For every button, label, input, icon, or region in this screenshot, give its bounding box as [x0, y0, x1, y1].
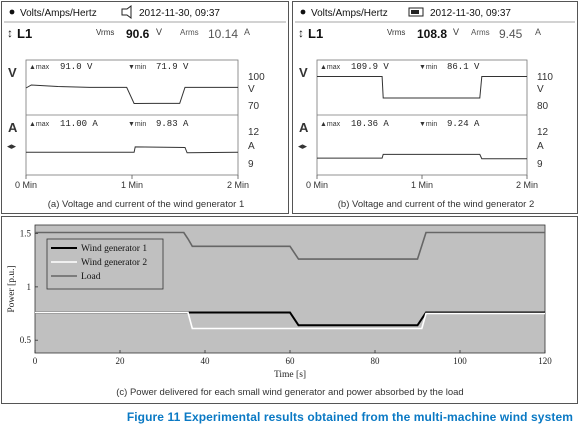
time-tick-label: 2 Min	[516, 180, 538, 190]
vrms-value: 108.8	[417, 27, 447, 41]
channel-label: L1	[17, 26, 32, 41]
meter-datetime: 2012-11-30, 09:37	[430, 8, 511, 19]
figure-title: Figure 11 Experimental results obtained …	[126, 410, 573, 424]
leftright-icon: ◂▸	[7, 141, 17, 151]
voltage-axis-label: V	[299, 65, 308, 80]
time-tick-label: 1 Min	[411, 180, 433, 190]
time-tick-label: 0 Min	[306, 180, 328, 190]
min-icon: ▼min	[419, 64, 437, 71]
meter-mode: Volts/Amps/Hertz	[311, 8, 388, 19]
a-min-value: 9.24 A	[447, 119, 480, 129]
x-tick-label: 40	[201, 356, 211, 366]
power-chart: 0 20 40 60 80 100 120 0.5 1 1.5 Time [s] Power [p.u…	[7, 224, 552, 398]
plot-frame	[25, 59, 239, 176]
current-scale-label: 9	[248, 159, 254, 170]
arms-label: Arms	[471, 28, 490, 37]
status-dot-icon	[300, 9, 306, 15]
a-max-value: 11.00 A	[60, 119, 98, 129]
x-tick-label: 100	[453, 356, 467, 366]
chart-caption: (c) Power delivered for each small wind …	[116, 387, 463, 398]
voltage-scale-label: V	[537, 84, 544, 95]
current-scale-label: A	[248, 141, 255, 152]
battery-level-icon	[411, 10, 419, 14]
series-line-1	[35, 311, 545, 330]
meter-display-a: Volts/Amps/Hertz 2012-11-30, 09:37 ↕ L1 Vrms…	[4, 5, 286, 210]
y-tick-label: 1	[27, 282, 32, 292]
time-tick-label: 0 Min	[15, 180, 37, 190]
current-trace	[26, 146, 239, 154]
updown-icon: ↕	[7, 26, 13, 40]
v-max-value: 109.9 V	[351, 62, 389, 72]
max-icon: ▲max	[29, 121, 50, 128]
voltage-trace	[317, 76, 527, 99]
current-axis-label: A	[8, 120, 18, 135]
meter-display-b: Volts/Amps/Hertz 2012-11-30, 09:37 ↕ L1 Vrms…	[295, 7, 575, 210]
voltage-scale-label: 80	[537, 101, 549, 112]
channel-label: L1	[308, 26, 323, 41]
current-scale-label: 9	[537, 159, 543, 170]
power-chart-panel: 0 20 40 60 80 100 120 0.5 1 1.5 Time [s] Power [p.u…	[1, 216, 578, 404]
a-min-value: 9.83 A	[156, 119, 189, 129]
status-dot-icon	[9, 9, 15, 15]
voltage-trace	[25, 84, 238, 105]
min-icon: ▼min	[419, 121, 437, 128]
updown-icon: ↕	[298, 26, 304, 40]
time-tick-label: 1 Min	[121, 180, 143, 190]
x-tick-label: 80	[371, 356, 381, 366]
v-max-value: 91.0 V	[60, 62, 93, 72]
meter-caption: (b) Voltage and current of the wind gene…	[338, 199, 534, 210]
vrms-label: Vrms	[96, 28, 114, 37]
y-tick-label: 1.5	[20, 229, 32, 239]
time-tick-label: 2 Min	[227, 180, 249, 190]
v-min-value: 71.9 V	[156, 62, 189, 72]
a-max-value: 10.36 A	[351, 119, 389, 129]
vrms-label: Vrms	[387, 28, 405, 37]
vrms-unit: V	[453, 27, 459, 37]
x-tick-label: 60	[286, 356, 296, 366]
arms-unit: A	[244, 27, 250, 37]
arms-label: Arms	[180, 28, 199, 37]
arms-value: 9.45	[499, 27, 523, 41]
arms-unit: A	[535, 27, 541, 37]
max-icon: ▲max	[320, 121, 341, 128]
series-line-2	[35, 231, 545, 260]
leftright-icon: ◂▸	[298, 141, 308, 151]
voltage-axis-label: V	[8, 65, 17, 80]
v-min-value: 86.1 V	[447, 62, 480, 72]
min-icon: ▼min	[128, 121, 146, 128]
current-trace	[317, 153, 527, 160]
x-tick-label: 20	[116, 356, 126, 366]
vrms-unit: V	[156, 27, 162, 37]
voltage-scale-label: V	[248, 84, 255, 95]
voltage-scale-label: 110	[537, 72, 553, 83]
max-icon: ▲max	[29, 64, 50, 71]
battery-icon	[408, 7, 424, 17]
voltage-scale-label: 70	[248, 101, 260, 112]
legend-label: Wind generator 2	[81, 258, 147, 268]
y-tick-label: 0.5	[20, 335, 32, 345]
legend-label: Load	[81, 272, 101, 282]
max-icon: ▲max	[320, 64, 341, 71]
arms-value: 10.14	[208, 27, 238, 41]
y-axis-label: Power [p.u.]	[7, 265, 17, 312]
min-icon: ▼min	[128, 64, 146, 71]
meter-datetime: 2012-11-30, 09:37	[139, 8, 220, 19]
x-axis-label: Time [s]	[274, 370, 306, 380]
current-scale-label: 12	[537, 127, 549, 138]
current-scale-label: 12	[248, 127, 260, 138]
x-tick-label: 0	[33, 356, 38, 366]
meter-caption: (a) Voltage and current of the wind gene…	[48, 199, 244, 210]
vrms-value: 90.6	[126, 27, 150, 41]
meter-panel-b: Volts/Amps/Hertz 2012-11-30, 09:37 ↕ L1 Vrms…	[292, 1, 578, 214]
plug-icon	[121, 5, 132, 19]
x-tick-label: 120	[538, 356, 552, 366]
meter-panel-a: Volts/Amps/Hertz 2012-11-30, 09:37 ↕ L1 Vrms…	[1, 1, 289, 214]
meter-mode: Volts/Amps/Hertz	[20, 8, 97, 19]
current-scale-label: A	[537, 141, 544, 152]
legend-label: Wind generator 1	[81, 244, 147, 254]
voltage-scale-label: 100	[248, 72, 265, 83]
current-axis-label: A	[299, 120, 309, 135]
